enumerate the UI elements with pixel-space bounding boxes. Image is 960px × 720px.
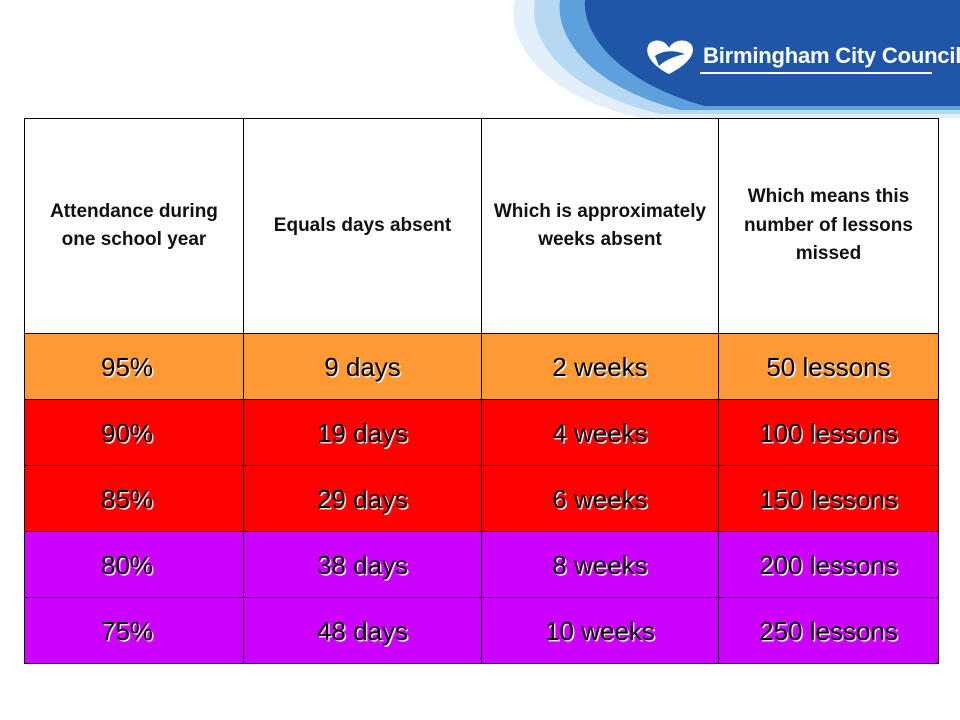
table-row: 95% 9 days 2 weeks 50 lessons bbox=[24, 333, 939, 400]
cell-days: 19 days bbox=[243, 399, 482, 466]
cell-lessons: 100 lessons bbox=[718, 399, 939, 466]
table-row: 80% 38 days 8 weeks 200 lessons bbox=[24, 531, 939, 598]
cell-lessons: 150 lessons bbox=[718, 465, 939, 532]
header-attendance: Attendance during one school year bbox=[24, 118, 244, 334]
cell-attendance: 90% bbox=[24, 399, 244, 466]
council-name: Birmingham City Council bbox=[703, 43, 960, 68]
header-weeks-absent: Which is approximately weeks absent bbox=[481, 118, 719, 334]
cell-attendance: 80% bbox=[24, 531, 244, 598]
cell-lessons: 50 lessons bbox=[718, 333, 939, 400]
cell-attendance: 95% bbox=[24, 333, 244, 400]
cell-days: 38 days bbox=[243, 531, 482, 598]
cell-lessons: 200 lessons bbox=[718, 531, 939, 598]
cell-weeks: 4 weeks bbox=[481, 399, 719, 466]
cell-attendance: 75% bbox=[24, 597, 244, 664]
cell-weeks: 2 weeks bbox=[481, 333, 719, 400]
header-lessons-missed: Which means this number of lessons misse… bbox=[718, 118, 939, 334]
banner-main bbox=[584, 0, 960, 106]
cell-lessons: 250 lessons bbox=[718, 597, 939, 664]
cell-attendance: 85% bbox=[24, 465, 244, 532]
table-row: 85% 29 days 6 weeks 150 lessons bbox=[24, 465, 939, 532]
header-days-absent: Equals days absent bbox=[243, 118, 482, 334]
table-row: 90% 19 days 4 weeks 100 lessons bbox=[24, 399, 939, 466]
council-logo: Birmingham City Council bbox=[645, 34, 960, 78]
attendance-table: Attendance during one school year Equals… bbox=[24, 118, 939, 664]
cell-days: 9 days bbox=[243, 333, 482, 400]
logo-underline bbox=[700, 72, 932, 74]
cell-weeks: 8 weeks bbox=[481, 531, 719, 598]
cell-days: 48 days bbox=[243, 597, 482, 664]
cell-weeks: 6 weeks bbox=[481, 465, 719, 532]
header-row: Attendance during one school year Equals… bbox=[24, 118, 939, 334]
heart-swoosh-icon bbox=[647, 40, 693, 74]
header-banner bbox=[513, 0, 960, 118]
cell-weeks: 10 weeks bbox=[481, 597, 719, 664]
cell-days: 29 days bbox=[243, 465, 482, 532]
table-row: 75% 48 days 10 weeks 250 lessons bbox=[24, 597, 939, 664]
